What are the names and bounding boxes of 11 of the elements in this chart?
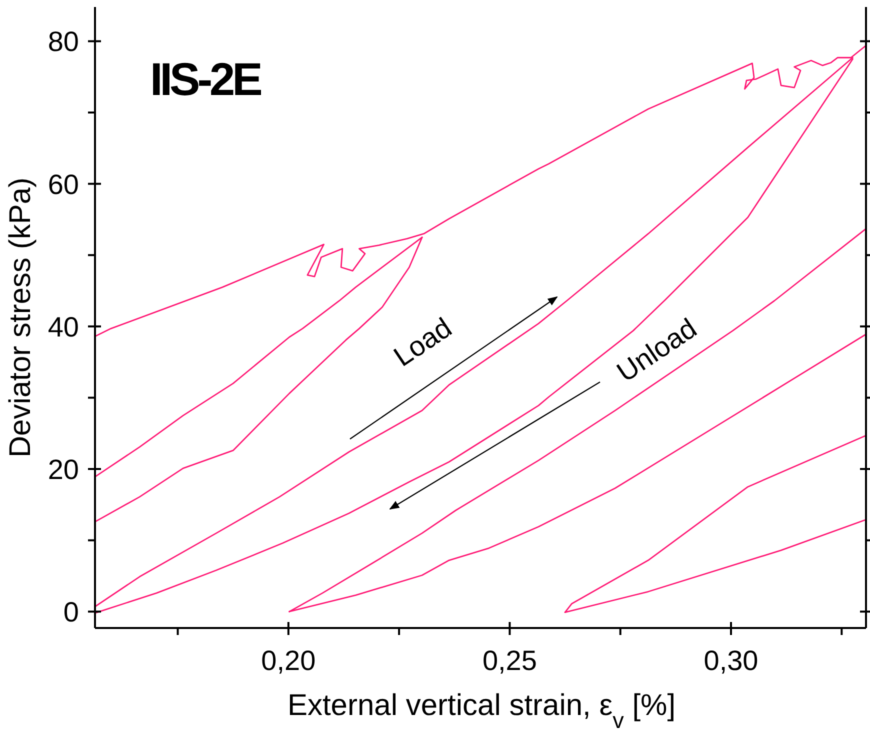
x-tick-label: 0,20	[261, 645, 316, 676]
y-tick-label: 40	[48, 311, 79, 342]
y-tick-label: 0	[63, 596, 79, 628]
x-tick-label: 0,25	[482, 645, 537, 676]
y-tick-label: 20	[48, 454, 79, 486]
x-axis-title: External vertical strain, ε$_{v}$ [%]	[287, 689, 676, 732]
annotation: IIS-2E	[150, 53, 262, 105]
y-tick-label: 80	[48, 26, 79, 58]
y-axis-title: Deviator stress (kPa)	[4, 177, 37, 458]
x-tick-label: 0,30	[704, 645, 758, 676]
y-tick-label: 60	[48, 168, 79, 200]
